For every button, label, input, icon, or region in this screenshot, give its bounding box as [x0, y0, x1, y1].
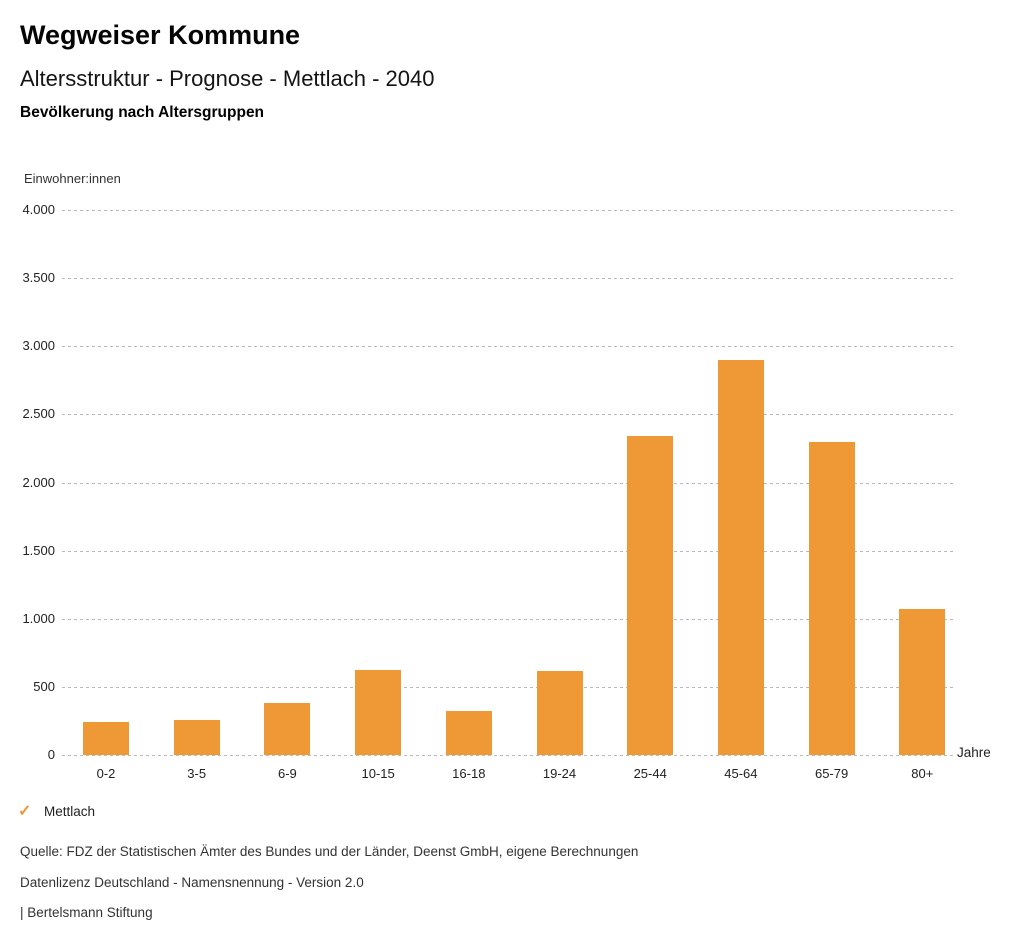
- gridline: [62, 278, 953, 280]
- bar-65-79[interactable]: [808, 441, 855, 755]
- gridline: [62, 686, 953, 688]
- gridline: [62, 210, 953, 211]
- source-text: Quelle: FDZ der Statistischen Ämter des …: [20, 844, 639, 859]
- y-axis-labels: 4.000 3.500 3.000 2.500 2.000 1.500 1.000 500 0: [0, 202, 55, 762]
- x-tick-label: 45-64: [724, 766, 758, 781]
- y-tick-label: 1.000: [22, 610, 55, 626]
- y-tick-label: 500: [33, 678, 55, 694]
- x-tick-label: 0-2: [96, 766, 116, 781]
- y-tick-label: 1.500: [22, 542, 55, 558]
- x-tick-label: 3-5: [187, 766, 207, 781]
- x-tick-label: 10-15: [361, 766, 395, 781]
- bar-10-15[interactable]: [355, 669, 402, 755]
- bar-6-9[interactable]: [264, 703, 311, 755]
- bar-80+[interactable]: [899, 608, 946, 755]
- gridline: [62, 755, 953, 756]
- legend-label: Mettlach: [44, 803, 96, 819]
- bar-3-5[interactable]: [173, 719, 220, 755]
- legend-item-mettlach[interactable]: ✓ Mettlach: [18, 801, 95, 821]
- license-text: Datenlizenz Deutschland - Namensnennung …: [20, 875, 364, 890]
- bar-25-44[interactable]: [627, 436, 674, 755]
- bar-16-18[interactable]: [445, 711, 492, 755]
- chart-title: Bevölkerung nach Altersgruppen: [20, 104, 265, 121]
- x-tick-label: 65-79: [814, 766, 849, 781]
- plot-area: 0-2 3-5 6-9 10-15 16-18 19-24 25-44 45-64 65-79 8…: [62, 210, 953, 781]
- gridline: [62, 414, 953, 416]
- y-tick-label: 3.500: [22, 270, 55, 286]
- gridline: [62, 618, 953, 620]
- gridline: [62, 482, 953, 484]
- checkmark-icon: ✓: [18, 803, 32, 820]
- gridline: [62, 550, 953, 552]
- y-tick-label: 4.000: [22, 202, 55, 217]
- x-tick-label: 16-18: [452, 766, 486, 781]
- attribution-text: | Bertelsmann Stiftung: [20, 905, 153, 920]
- bar-19-24[interactable]: [536, 670, 583, 755]
- y-tick-label: 0: [47, 747, 55, 762]
- gridline: [62, 346, 953, 348]
- bar-45-64[interactable]: [717, 359, 764, 755]
- x-axis-title: Jahre: [957, 745, 991, 760]
- y-tick-label: 3.000: [22, 338, 55, 354]
- page-subtitle: Altersstruktur - Prognose - Mettlach - 2…: [20, 66, 435, 91]
- y-tick-label: 2.000: [22, 474, 55, 490]
- x-tick-label: 25-44: [633, 766, 667, 781]
- x-tick-label: 80+: [911, 766, 934, 781]
- y-axis-title: Einwohner:innen: [24, 171, 121, 186]
- bar-0-2[interactable]: [83, 722, 129, 755]
- y-tick-label: 2.500: [22, 406, 55, 422]
- x-tick-label: 19-24: [542, 766, 577, 781]
- x-tick-label: 6-9: [277, 766, 297, 781]
- page-title: Wegweiser Kommune: [20, 20, 301, 50]
